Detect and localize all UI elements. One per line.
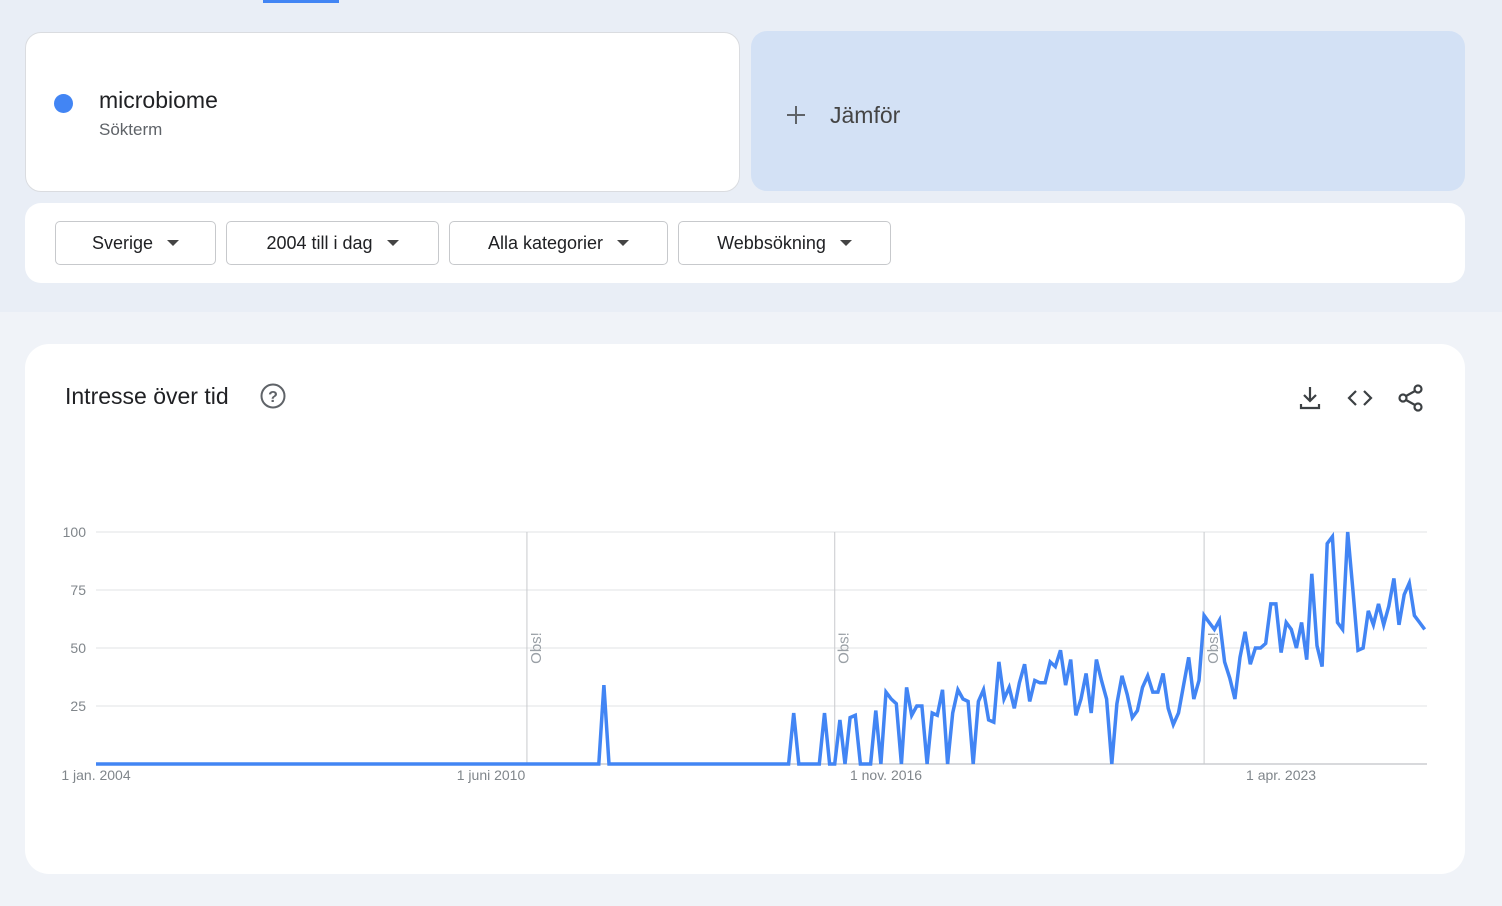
filter-region[interactable]: Sverige <box>55 221 216 265</box>
term-card[interactable]: microbiome Sökterm <box>25 32 740 192</box>
download-icon[interactable] <box>1299 387 1321 410</box>
x-tick-label: 1 jan. 2004 <box>61 767 130 783</box>
annotation-label: Obs! <box>1205 632 1222 664</box>
term-type: Sökterm <box>99 120 163 139</box>
chart-title: Intresse över tid <box>65 383 229 409</box>
filter-search-type[interactable]: Webbsökning <box>678 221 891 265</box>
y-tick-label: 25 <box>70 698 86 714</box>
embed-icon[interactable] <box>1347 390 1373 406</box>
x-tick-label: 1 apr. 2023 <box>1246 767 1316 783</box>
caret <box>839 240 852 246</box>
help-icon[interactable]: ? <box>260 383 286 409</box>
annotation-label: Obs! <box>528 632 545 664</box>
filter-label: Alla kategorier <box>487 232 604 253</box>
filter-category[interactable]: Alla kategorier <box>449 221 668 265</box>
filter-time[interactable]: 2004 till i dag <box>226 221 439 265</box>
compare-card[interactable]: Jämför <box>751 31 1465 191</box>
compare-label: Jämför <box>830 102 901 128</box>
y-tick-label: 50 <box>70 640 86 656</box>
term-color-dot <box>54 94 73 113</box>
filter-label: Sverige <box>91 232 154 253</box>
plus-icon <box>787 106 805 124</box>
y-tick-label: 75 <box>70 582 86 598</box>
caret <box>167 240 180 246</box>
x-tick-label: 1 nov. 2016 <box>850 767 922 783</box>
series-line <box>96 531 1427 766</box>
filter-label: 2004 till i dag <box>266 232 373 253</box>
filter-label: Webbsökning <box>717 232 826 253</box>
y-tick-label: 100 <box>63 524 87 540</box>
tab-indicator <box>263 0 339 3</box>
svg-text:?: ? <box>268 389 278 406</box>
x-tick-label: 1 juni 2010 <box>457 767 526 783</box>
caret <box>617 240 630 246</box>
annotation-label: Obs! <box>836 632 853 664</box>
share-icon[interactable] <box>1398 384 1423 412</box>
chart-card <box>25 344 1465 874</box>
term: microbiome <box>99 87 218 113</box>
caret <box>386 240 399 246</box>
